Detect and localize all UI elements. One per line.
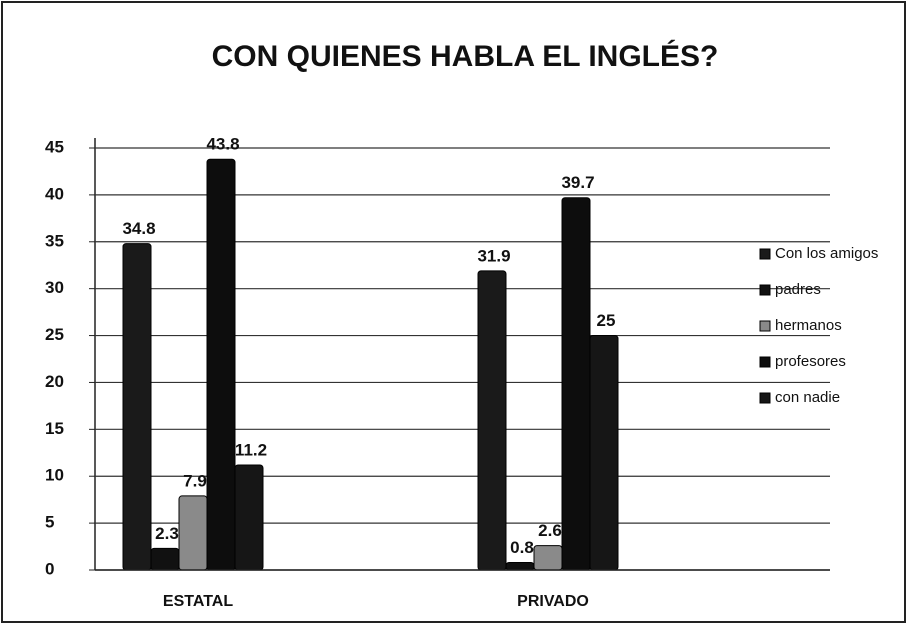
- y-tick-label: 5: [45, 513, 54, 532]
- legend-swatch: [759, 248, 771, 260]
- legend-swatch: [759, 356, 771, 368]
- y-tick-label: 40: [45, 184, 64, 203]
- bar: [234, 464, 264, 571]
- legend-label: Con los amigos: [775, 245, 878, 262]
- data-label: 2.6: [538, 521, 562, 540]
- y-tick-label: 45: [45, 137, 64, 156]
- legend-swatch: [759, 284, 771, 296]
- y-tick-label: 30: [45, 278, 64, 297]
- bar: [150, 547, 180, 571]
- y-tick-label: 20: [45, 372, 64, 391]
- bar: [206, 158, 236, 571]
- legend-label: con nadie: [775, 389, 840, 406]
- bar: [505, 561, 535, 571]
- data-label: 43.8: [206, 135, 239, 154]
- legend-swatch: [759, 320, 771, 332]
- bar: [561, 197, 591, 571]
- y-tick-label: 25: [45, 325, 64, 344]
- data-label: 39.7: [561, 173, 594, 192]
- legend-label: profesores: [775, 353, 846, 370]
- y-tick-label: 35: [45, 231, 64, 250]
- x-tick-label: ESTATAL: [163, 593, 233, 610]
- data-label: 0.8: [510, 538, 534, 557]
- data-label: 2.3: [155, 524, 179, 543]
- data-label: 7.9: [183, 471, 207, 490]
- data-label: 31.9: [477, 246, 510, 265]
- legend-label: hermanos: [775, 317, 842, 334]
- x-tick-label: PRIVADO: [517, 593, 589, 610]
- data-label: 25: [597, 311, 616, 330]
- data-label: 11.2: [235, 440, 267, 459]
- bar: [589, 335, 619, 571]
- bar: [122, 243, 152, 571]
- bar: [477, 270, 507, 571]
- y-tick-label: 10: [45, 466, 64, 485]
- legend-swatch: [759, 392, 771, 404]
- chart-title: CON QUIENES HABLA EL INGLÉS?: [212, 39, 719, 73]
- bar: [533, 545, 563, 571]
- y-tick-label: 15: [45, 419, 64, 438]
- legend-label: padres: [775, 281, 821, 298]
- data-label: 34.8: [122, 219, 155, 238]
- bar: [178, 495, 208, 571]
- y-tick-label: 0: [45, 559, 54, 578]
